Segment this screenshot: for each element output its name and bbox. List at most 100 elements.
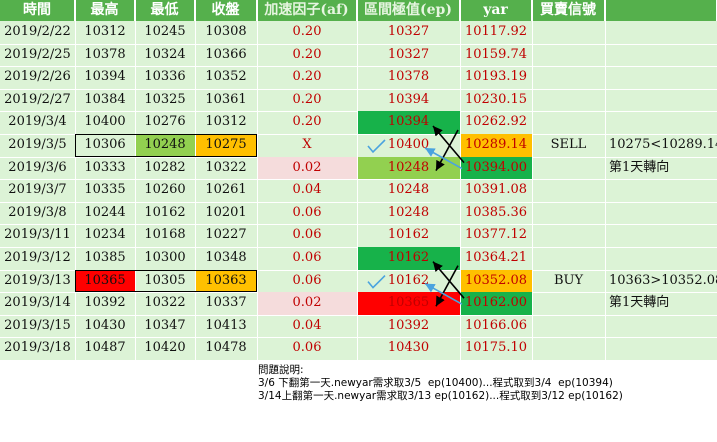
header-signal: 買賣信號 [532,0,605,21]
cell-yar: 10162.00 [460,292,532,315]
cell-yar: 10289.14 [460,134,532,157]
col-divider [460,0,461,360]
col-divider [532,0,533,360]
cell-low: 10162 [144,204,186,220]
cell-note [605,44,717,67]
cell-ep: 10365 [357,292,460,315]
cell-low: 10282 [144,159,186,175]
cell-ep: 10162 [387,227,430,243]
cell-signal [532,21,605,44]
header-low: 最低 [135,0,195,21]
header-date: 時間 [0,0,75,21]
cell-yar: 10117.92 [464,24,528,39]
cell-high: 10392 [84,295,126,311]
cell-af: 0.06 [292,340,322,356]
cell-af: 0.20 [292,46,322,62]
cell-ep: 10248 [387,204,430,220]
col-divider [75,0,76,360]
cell-low: 10420 [144,340,186,356]
cell-af: 0.20 [292,69,322,85]
cell-note: 第1天轉向 [609,159,670,175]
cell-low: 10300 [144,250,186,265]
cell-low: 10305 [144,272,186,288]
cell-date: 2019/3/18 [4,340,71,356]
cell-low: 10248 [135,134,195,157]
cell-signal [532,66,605,89]
cell-af: 0.20 [292,114,322,130]
cell-yar: 10175.10 [464,340,528,356]
cell-signal [532,224,605,247]
cell-date: 2019/3/6 [8,159,67,175]
cell-high: 10385 [84,250,126,265]
cell-high: 10244 [84,204,126,220]
cell-high: 10365 [75,269,135,293]
cell-high: 10400 [84,114,126,130]
cell-yar: 10352.08 [460,269,532,293]
cell-signal [532,292,605,315]
cell-af: 0.02 [257,292,357,315]
header-close: 收盤 [195,0,257,21]
cell-low: 10322 [144,295,186,311]
cell-low: 10325 [144,91,186,107]
cell-yar: 10230.15 [464,91,528,107]
cell-high: 10378 [84,46,126,62]
cell-ep: 10162 [387,272,430,288]
cell-close: 10322 [205,159,247,175]
cell-af: 0.20 [292,91,322,107]
cell-af: 0.04 [292,182,322,198]
cell-close: 10361 [205,91,247,107]
cell-close: 10348 [205,250,247,265]
spreadsheet: 時間 最高 最低 收盤 加速因子(af) 區間極值(ep) yar 買賣信號 2019/2/22… [0,0,717,361]
col-divider [195,0,196,360]
cell-af: 0.06 [292,250,322,265]
cell-high: 10394 [84,69,126,85]
cell-yar: 10166.06 [464,317,528,333]
notes-line-2: 3/14上翻第一天.newyar需求取3/13 ep(10162)...程式取到… [258,390,623,402]
cell-note [605,202,717,225]
col-divider [135,0,136,360]
notes-line-1: 3/6 下翻第一天.newyar需求取3/5 ep(10400)...程式取到3… [258,377,613,389]
row-divider [0,179,717,181]
cell-af: 0.06 [292,227,322,243]
cell-af: 0.06 [292,272,322,288]
cell-signal [532,111,605,134]
cell-note [605,247,717,270]
cell-yar: 10159.74 [464,46,528,62]
row-divider [0,201,717,203]
cell-close: 10308 [205,24,247,39]
cell-low: 10245 [144,24,186,39]
cell-close: 10363 [195,269,257,293]
row-divider [0,224,717,226]
cell-yar: 10377.12 [464,227,528,243]
cell-date: 2019/2/27 [4,91,71,107]
cell-ep: 10430 [387,340,430,356]
row-divider [0,269,717,271]
cell-close: 10366 [205,46,247,62]
cell-low: 10347 [144,317,186,333]
cell-signal: BUY [553,272,584,288]
cell-ep: 10378 [387,69,430,85]
cell-low: 10324 [144,46,186,62]
cell-date: 2019/2/26 [4,69,71,85]
cell-date: 2019/3/11 [4,227,71,243]
header-note [605,0,717,21]
cell-af: 0.06 [292,204,322,220]
cell-date: 2019/2/22 [4,24,71,39]
cell-note [605,111,717,134]
cell-high: 10306 [84,137,126,152]
cell-high: 10234 [84,227,126,243]
cell-high: 10430 [84,317,126,333]
row-divider [0,337,717,339]
cell-date: 2019/3/4 [8,114,67,130]
highlight-outline [75,269,257,293]
cell-ep: 10400 [387,137,430,152]
header-yar: yar [460,0,532,21]
cell-date: 2019/3/14 [4,295,71,311]
cell-signal [532,247,605,270]
cell-signal [532,157,605,180]
cell-signal [532,202,605,225]
cell-date: 2019/3/15 [4,317,71,333]
cell-note [605,89,717,112]
row-divider [0,134,717,135]
cell-yar: 10394.00 [460,156,532,180]
